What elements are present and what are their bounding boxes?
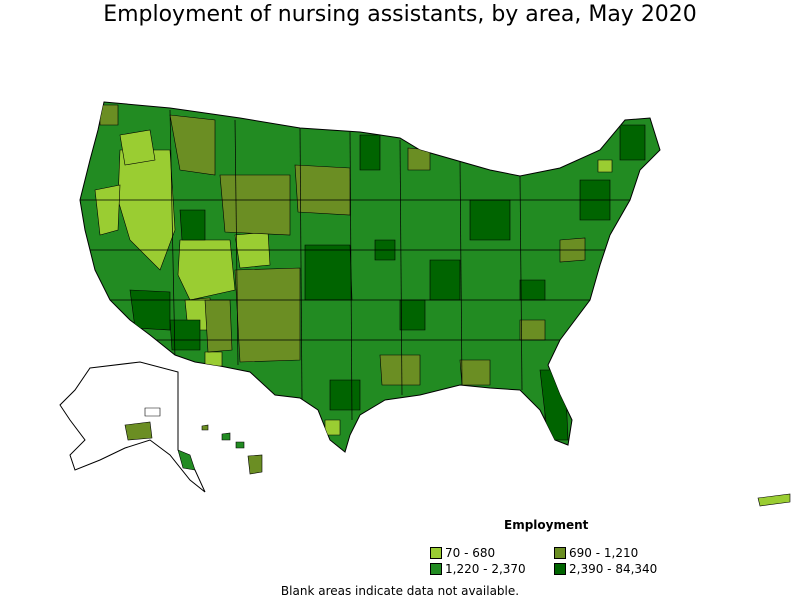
legend-label-4: 2,390 - 84,340 (569, 562, 658, 576)
legend-swatch-3 (430, 562, 442, 575)
legend-swatch-4 (554, 562, 566, 575)
legend-item-1: 70 - 680 (430, 546, 495, 560)
legend-item-3: 1,220 - 2,370 (430, 562, 526, 576)
puerto-rico (757, 493, 791, 507)
legend-label-3: 1,220 - 2,370 (445, 562, 526, 576)
alaska (59, 361, 206, 493)
legend-label-2: 690 - 1,210 (569, 546, 639, 560)
legend-item-4: 2,390 - 84,340 (554, 562, 657, 576)
legend-label-1: 70 - 680 (445, 546, 496, 560)
footnote: Blank areas indicate data not available. (280, 584, 520, 598)
legend-title: Employment (504, 518, 589, 532)
legend-swatch-1 (430, 546, 442, 559)
map-title: Employment of nursing assistants, by are… (103, 2, 697, 27)
lower-48-states (79, 101, 661, 453)
legend-swatch-2 (554, 546, 566, 559)
legend-item-2: 690 - 1,210 (554, 546, 638, 560)
hawaii (201, 424, 263, 475)
